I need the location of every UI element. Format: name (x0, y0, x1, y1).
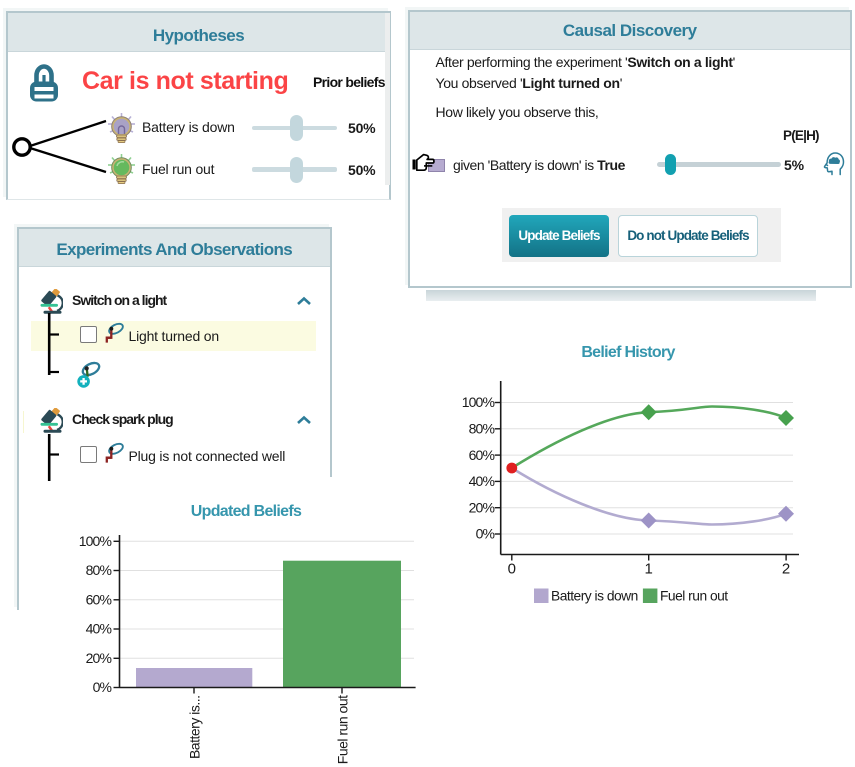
svg-text:60%: 60% (86, 592, 112, 608)
svg-text:Battery is...: Battery is... (187, 696, 203, 760)
svg-text:Fuel run out: Fuel run out (660, 589, 728, 604)
svg-text:40%: 40% (86, 621, 112, 637)
svg-text:80%: 80% (469, 421, 495, 437)
svg-text:100%: 100% (79, 533, 112, 549)
svg-text:Battery is down: Battery is down (551, 589, 638, 604)
svg-text:0: 0 (508, 561, 516, 578)
svg-text:0%: 0% (476, 526, 495, 542)
svg-text:100%: 100% (462, 394, 495, 410)
svg-text:Fuel run out: Fuel run out (335, 695, 351, 764)
svg-text:40%: 40% (469, 473, 495, 489)
svg-text:60%: 60% (469, 447, 495, 463)
svg-text:20%: 20% (469, 499, 495, 515)
svg-text:80%: 80% (86, 562, 112, 578)
svg-text:1: 1 (645, 561, 653, 578)
svg-text:0%: 0% (93, 679, 112, 695)
svg-text:20%: 20% (86, 650, 112, 666)
svg-text:2: 2 (782, 561, 790, 578)
